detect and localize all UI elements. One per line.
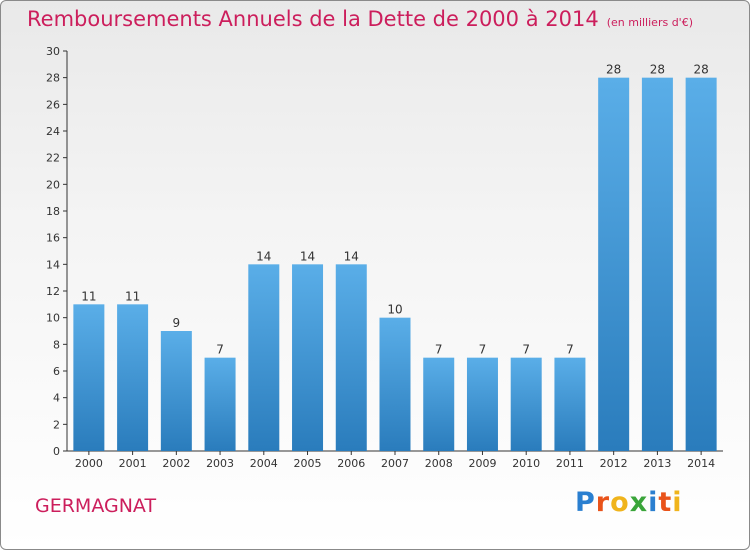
x-tick-label: 2011	[556, 457, 584, 470]
bar	[641, 77, 673, 452]
x-tick-label: 2006	[337, 457, 365, 470]
y-tick-label: 10	[46, 312, 60, 325]
data-label: 11	[81, 289, 96, 303]
data-label: 11	[125, 289, 140, 303]
x-tick-label: 2008	[425, 457, 453, 470]
x-tick-label: 2013	[643, 457, 671, 470]
logo-letter: t	[658, 487, 673, 518]
chart-title: Remboursements Annuels de la Dette de 20…	[27, 7, 693, 31]
bar	[335, 264, 367, 451]
logo-letter: P	[575, 487, 596, 518]
x-tick-label: 2002	[162, 457, 190, 470]
commune-name: GERMAGNAT	[35, 495, 157, 517]
x-tick-label: 2009	[468, 457, 496, 470]
x-tick-label: 2012	[600, 457, 628, 470]
bar	[554, 357, 586, 451]
y-tick-label: 16	[46, 232, 60, 245]
y-tick-label: 4	[53, 392, 60, 405]
y-tick-label: 8	[53, 338, 60, 351]
bar	[160, 331, 192, 451]
data-label: 14	[300, 249, 315, 263]
bar	[204, 357, 236, 451]
bar	[73, 304, 105, 451]
x-tick-label: 2004	[250, 457, 278, 470]
y-tick-label: 2	[53, 418, 60, 431]
bar	[510, 357, 542, 451]
x-tick-label: 2014	[687, 457, 715, 470]
logo-letter: x	[629, 487, 649, 518]
bar	[685, 77, 717, 452]
y-tick-label: 6	[53, 365, 60, 378]
data-label: 28	[693, 63, 708, 77]
data-label: 14	[344, 249, 359, 263]
data-label: 28	[650, 63, 665, 77]
data-label: 7	[216, 343, 224, 357]
bar	[423, 357, 455, 451]
data-label: 9	[173, 316, 181, 330]
data-label: 28	[606, 63, 621, 77]
y-tick-label: 24	[46, 125, 60, 138]
data-label: 7	[522, 343, 530, 357]
bar	[598, 77, 630, 452]
proxiti-logo: Proxiti	[575, 487, 683, 518]
y-tick-label: 28	[46, 72, 60, 85]
data-label: 7	[566, 343, 574, 357]
x-tick-label: 2000	[75, 457, 103, 470]
x-tick-label: 2001	[119, 457, 147, 470]
y-tick-label: 22	[46, 152, 60, 165]
y-tick-label: 26	[46, 98, 60, 111]
bar	[379, 317, 411, 451]
bar	[117, 304, 149, 451]
bar	[292, 264, 324, 451]
bar	[248, 264, 280, 451]
data-label: 10	[387, 303, 402, 317]
y-tick-label: 0	[53, 445, 60, 458]
y-tick-label: 18	[46, 205, 60, 218]
chart-title-text: Remboursements Annuels de la Dette de 20…	[27, 7, 599, 31]
logo-letter: o	[610, 487, 630, 518]
y-tick-label: 20	[46, 178, 60, 191]
data-label: 7	[435, 343, 443, 357]
logo-letter: r	[595, 487, 611, 518]
logo-letter: i	[648, 487, 659, 518]
x-tick-label: 2005	[294, 457, 322, 470]
x-tick-label: 2003	[206, 457, 234, 470]
y-tick-label: 30	[46, 45, 60, 58]
logo-letter: i	[672, 487, 683, 518]
y-tick-label: 12	[46, 285, 60, 298]
y-tick-label: 14	[46, 258, 60, 271]
chart-subtitle: (en milliers d'€)	[606, 16, 693, 29]
data-label: 14	[256, 249, 271, 263]
bar	[466, 357, 498, 451]
x-tick-label: 2010	[512, 457, 540, 470]
data-label: 7	[479, 343, 487, 357]
x-tick-label: 2007	[381, 457, 409, 470]
